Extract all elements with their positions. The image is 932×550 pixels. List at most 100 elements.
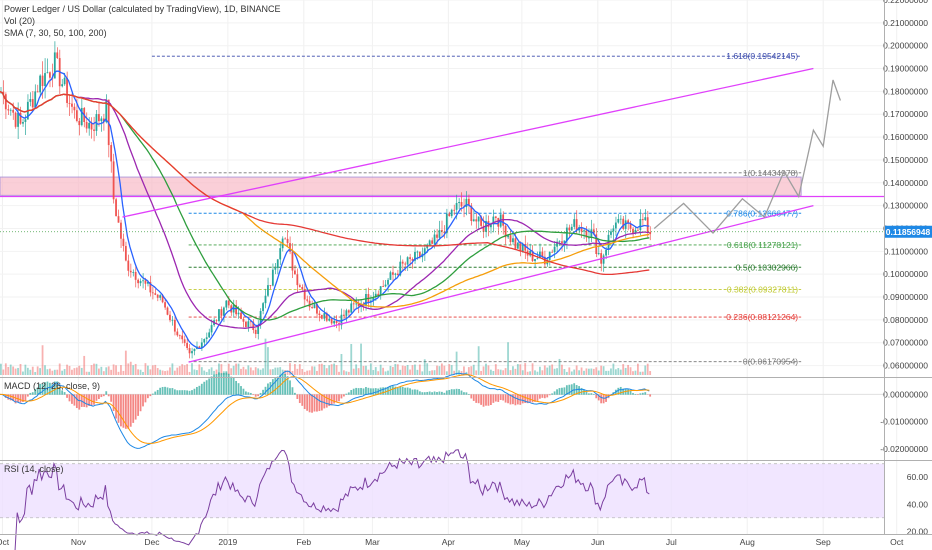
candle-body: [306, 299, 309, 301]
macd-histogram-bar: [294, 392, 296, 395]
candle-body: [519, 242, 522, 252]
macd-histogram-bar: [592, 394, 595, 395]
macd-histogram-bar: [166, 387, 169, 395]
macd-histogram-bar: [492, 394, 495, 403]
volume-bar: [487, 365, 490, 375]
volume-bar: [78, 365, 81, 375]
volume-bar: [39, 368, 41, 375]
macd-histogram-bar: [602, 394, 605, 404]
candle-body: [149, 282, 152, 293]
volume-bar: [534, 370, 536, 375]
volume-bar: [44, 365, 46, 375]
candle-body: [144, 280, 147, 284]
candle-body: [63, 77, 66, 85]
candle-body: [227, 300, 230, 306]
volume-bar: [303, 371, 306, 375]
macd-histogram-bar: [637, 394, 639, 395]
volume-bar: [102, 371, 105, 375]
volume-bar: [132, 365, 135, 375]
macd-pane[interactable]: [0, 378, 884, 460]
volume-bar: [497, 369, 500, 375]
macd-histogram-bar: [132, 394, 135, 423]
candle-body: [247, 321, 250, 327]
macd-histogram-bar: [531, 394, 534, 403]
candle-body: [142, 280, 144, 282]
candle-body: [597, 253, 600, 254]
volume-bar: [605, 370, 607, 375]
volume-bar: [56, 369, 59, 375]
macd-histogram-bar: [323, 394, 326, 409]
macd-histogram-bar: [497, 394, 500, 402]
candle-body: [208, 332, 211, 338]
price-axis[interactable]: [884, 0, 932, 550]
volume-bar: [29, 369, 32, 375]
y-tick-label: 0.18000000: [883, 86, 928, 96]
macd-histogram-bar: [171, 388, 174, 395]
candle-body: [178, 335, 181, 337]
candle-body: [242, 318, 245, 322]
volume-bar: [51, 370, 54, 375]
volume-bar: [294, 364, 296, 375]
volume-bar: [445, 371, 448, 375]
volume-bar: [191, 363, 193, 375]
candle-body: [279, 248, 282, 260]
volume-bar: [519, 364, 522, 375]
macd-histogram-bar: [316, 394, 318, 412]
macd-histogram-bar: [453, 389, 456, 395]
macd-histogram-bar: [247, 392, 250, 395]
volume-bar: [387, 370, 389, 375]
macd-histogram-bar: [147, 394, 149, 399]
macd-histogram-bar: [325, 394, 328, 408]
candle-body: [445, 213, 448, 234]
x-tick-label: 2019: [218, 537, 237, 547]
macd-histogram-bar: [382, 387, 384, 395]
volume-bar: [171, 363, 174, 375]
macd-histogram-bar: [343, 394, 345, 397]
volume-bar: [9, 364, 12, 375]
candle-body: [458, 201, 460, 204]
macd-histogram-bar: [627, 389, 629, 395]
macd-histogram-bar: [460, 390, 463, 395]
candle-body: [543, 256, 546, 265]
volume-bar: [176, 367, 179, 375]
candle-body: [573, 219, 576, 227]
candle-body: [254, 329, 257, 334]
volume-bar: [365, 365, 367, 375]
volume-bar: [85, 371, 88, 375]
volume-bar: [600, 365, 603, 375]
volume-bar: [41, 345, 44, 375]
candle-body: [583, 230, 585, 232]
macd-histogram-bar: [34, 389, 37, 395]
sma-lines: [0, 70, 650, 350]
volume-bar: [477, 346, 480, 375]
volume-bar: [262, 368, 264, 375]
volume-bar: [472, 364, 475, 375]
volume-bar: [624, 367, 627, 375]
macd-histogram-bar: [215, 374, 218, 395]
volume-bar: [512, 366, 514, 375]
volume-bar: [450, 365, 453, 375]
volume-bar: [124, 350, 127, 375]
candle-body: [171, 319, 174, 321]
volume-bar: [568, 367, 571, 375]
macd-histogram-bar: [649, 394, 652, 397]
candle-body: [318, 313, 321, 316]
candle-body: [53, 52, 56, 79]
macd-histogram-bar: [29, 392, 32, 395]
candle-body: [379, 286, 382, 296]
macd-histogram-bar: [127, 394, 130, 429]
macd-histogram-bar: [276, 376, 279, 395]
macd-histogram-bar: [269, 382, 272, 395]
macd-histogram-bar: [365, 387, 367, 395]
volume-bar: [61, 370, 64, 375]
macd-histogram-bar: [115, 394, 117, 419]
volume-bar: [274, 367, 277, 375]
y-tick-label: 0.10000000: [883, 269, 928, 279]
volume-bar: [583, 370, 585, 375]
candle-body: [585, 230, 588, 238]
macd-histogram-bar: [431, 392, 433, 395]
macd-histogram-bar: [61, 390, 64, 395]
candle-body: [475, 219, 478, 222]
volume-bar: [504, 368, 507, 375]
